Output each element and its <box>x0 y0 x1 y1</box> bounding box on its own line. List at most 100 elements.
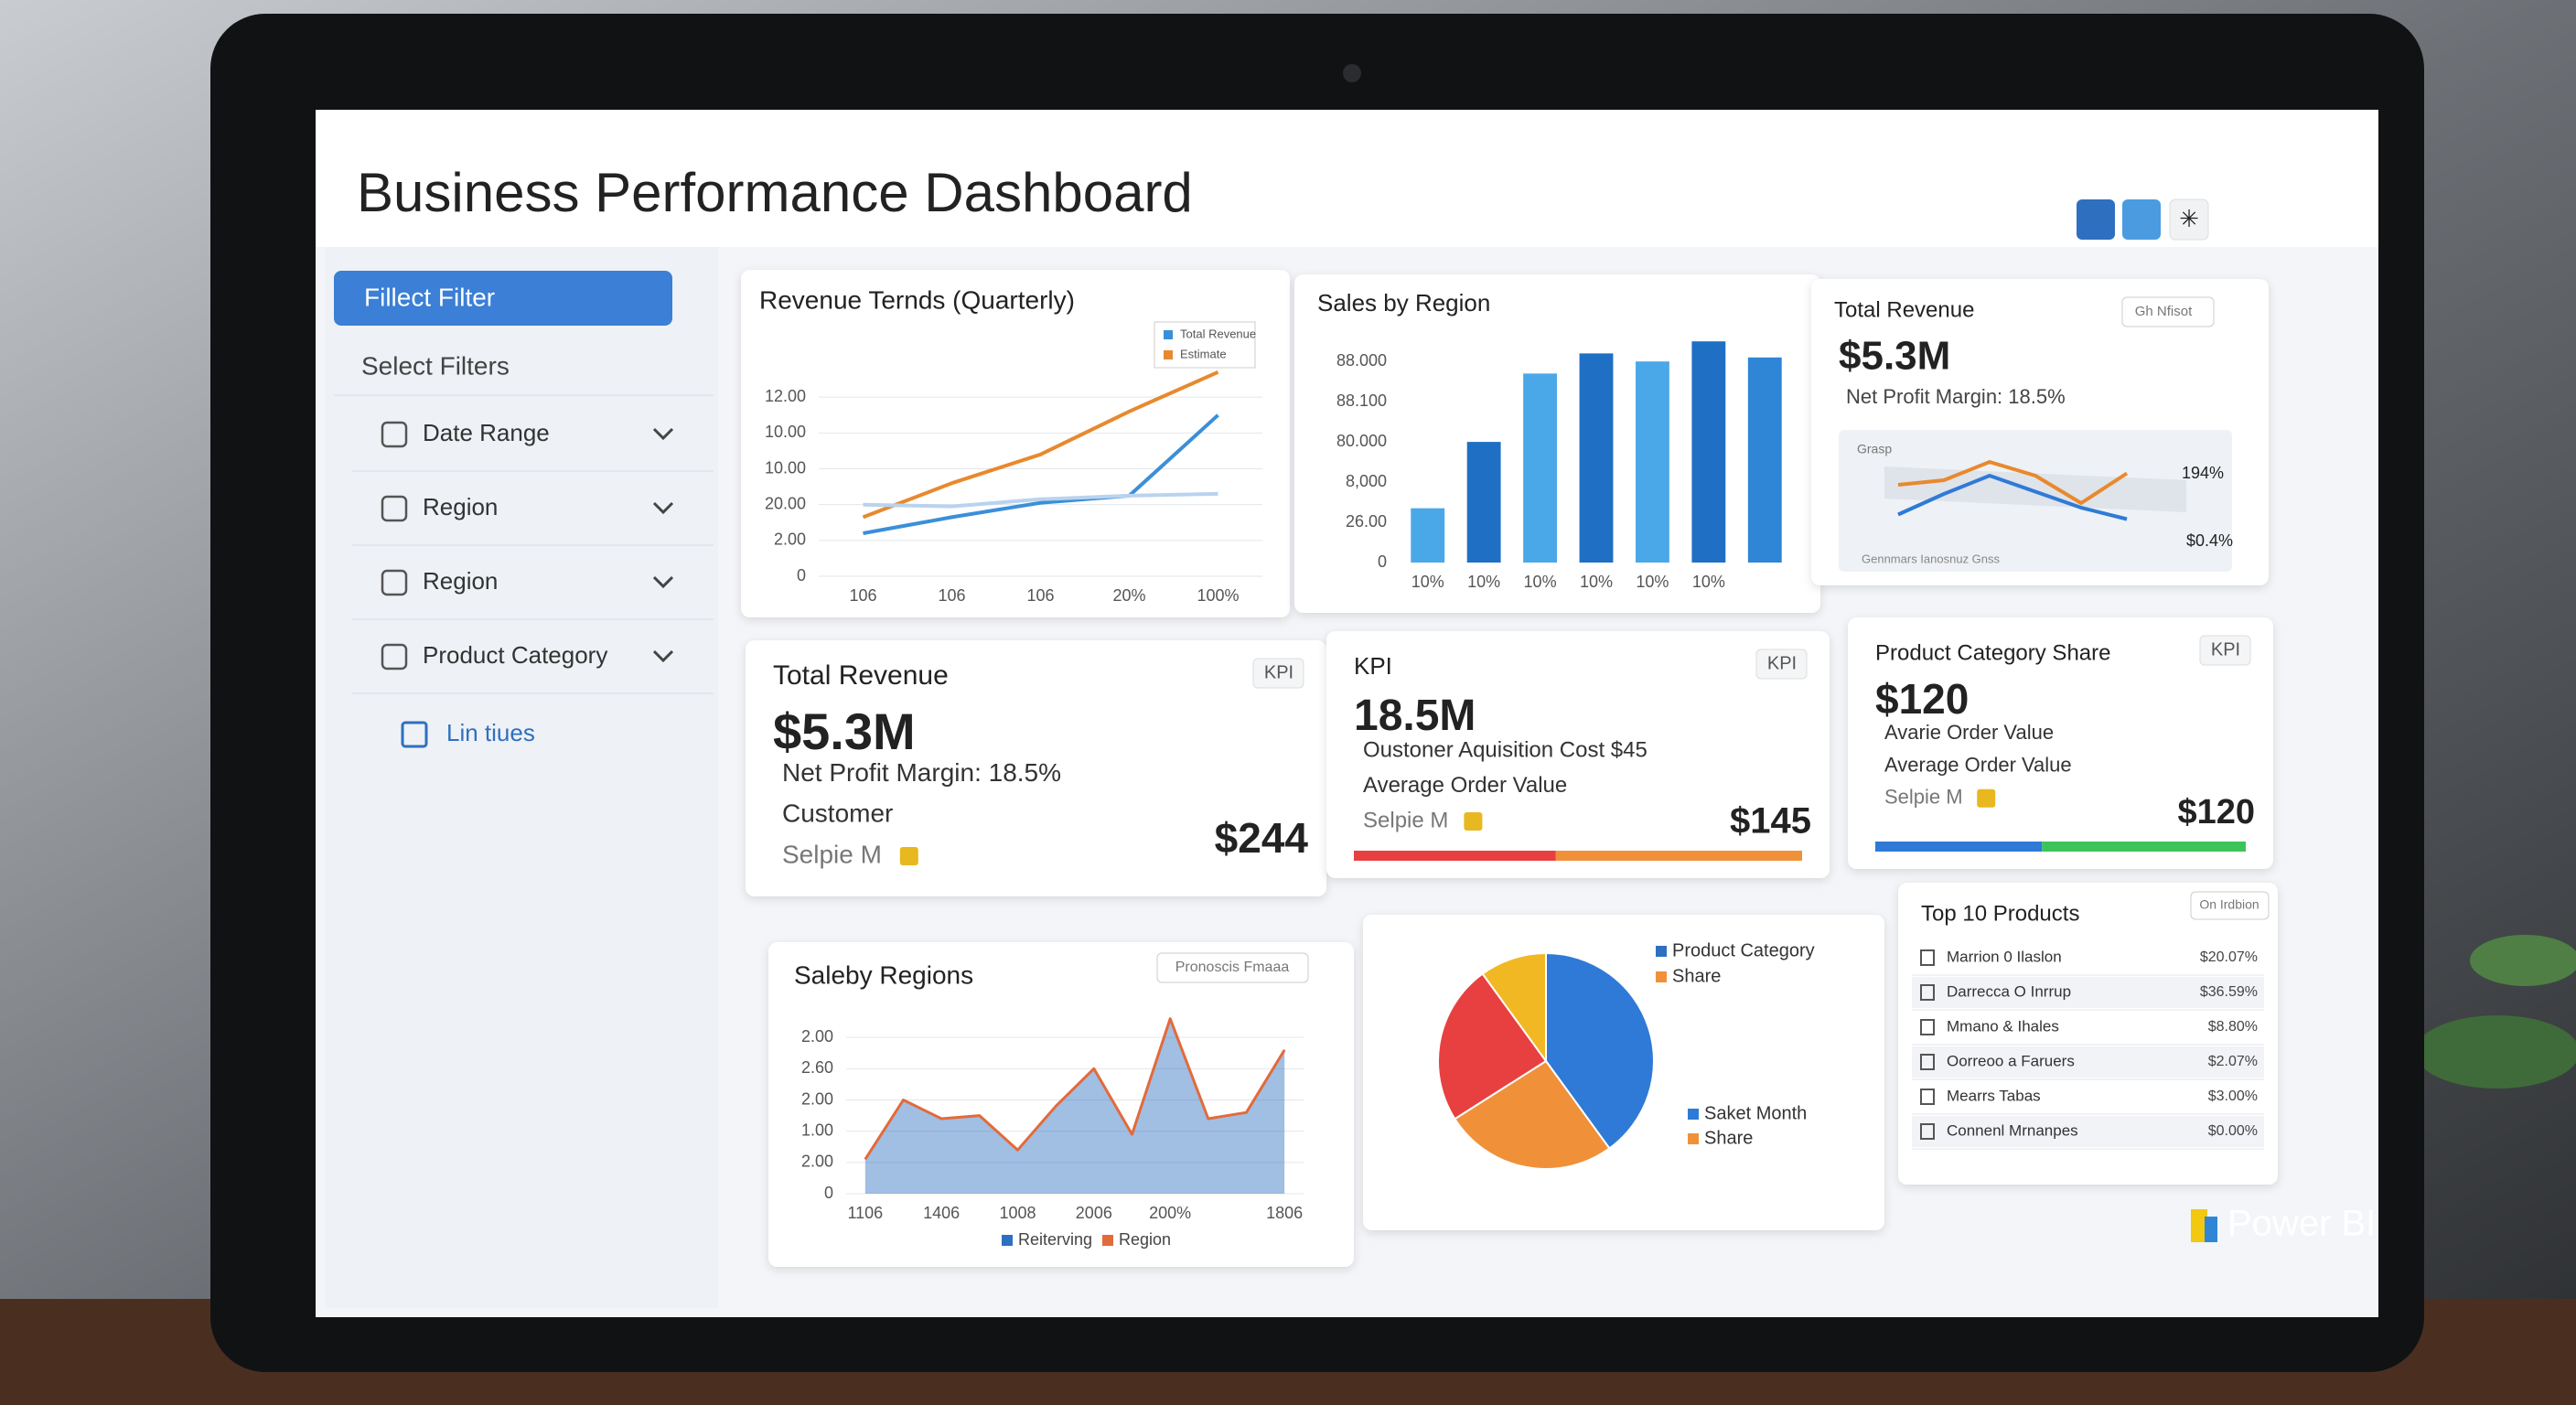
row-icon <box>1920 1054 1935 1070</box>
y-tick-label: 88.100 <box>1336 391 1387 410</box>
brand-label: Power BI <box>2227 1204 2376 1244</box>
panel <box>1898 883 2278 1185</box>
legend-swatch <box>1102 1235 1113 1246</box>
card-amount: $120 <box>2177 793 2255 831</box>
badge-label: KPI <box>2211 639 2240 660</box>
badge-label: KPI <box>1264 662 1293 682</box>
mini-chart-footer: Gennmars Ianosnuz Gnss <box>1862 552 2001 565</box>
pie-slice <box>1437 972 1548 1121</box>
brand-icon <box>2191 1209 2207 1242</box>
x-tick-label: 10% <box>1692 573 1725 591</box>
panel-button[interactable] <box>2121 296 2215 327</box>
progress-bar <box>1875 842 2043 852</box>
x-tick-label: 2006 <box>1076 1204 1112 1222</box>
product-name: Mmano & Ihales <box>1947 1017 2059 1035</box>
panel-button[interactable] <box>1156 952 1309 983</box>
header-button[interactable] <box>2077 199 2115 240</box>
legend-label: Saket Month <box>1704 1103 1807 1123</box>
panel-title: Saleby Regions <box>794 960 973 989</box>
x-tick-label: 10% <box>1580 573 1613 591</box>
badge <box>2199 635 2251 666</box>
dashboard-title: Business Performance Dashboard <box>357 162 1193 223</box>
legend-label: Estimate <box>1180 347 1227 360</box>
x-tick-label: 1008 <box>999 1204 1036 1222</box>
status-icon <box>1464 812 1483 831</box>
pie-slice <box>1481 951 1547 1065</box>
y-tick-label: 2.60 <box>801 1058 833 1077</box>
filter-label[interactable]: Date Range <box>423 419 550 446</box>
bar <box>1636 361 1669 563</box>
y-tick-label: 1.00 <box>801 1121 833 1139</box>
header-button[interactable] <box>2122 199 2161 240</box>
legend-label: Product Category <box>1672 940 1815 960</box>
product-name: Darrecca O Inrrup <box>1947 982 2071 1000</box>
plant-leaf <box>2470 935 2576 986</box>
pie-slice <box>1453 1059 1611 1170</box>
y-tick-label: 20.00 <box>765 494 806 512</box>
panel <box>1326 631 1830 878</box>
panel-button-label: Gh Nfisot <box>2135 304 2193 319</box>
legend-label: Share <box>1672 966 1721 986</box>
sidebar-link[interactable]: Lin tiues <box>446 719 535 746</box>
filter-label[interactable]: Region <box>423 493 498 520</box>
card-value: $5.3M <box>773 702 916 760</box>
x-tick-label: 10% <box>1467 573 1500 591</box>
chevron <box>652 649 674 663</box>
x-tick-label: 1406 <box>923 1204 960 1222</box>
y-tick-label: 88.000 <box>1336 351 1387 370</box>
filter-icon <box>381 495 408 522</box>
status-icon <box>899 847 918 865</box>
active-filter[interactable] <box>334 271 672 326</box>
panel <box>1848 617 2273 869</box>
x-tick-label: 10% <box>1636 573 1669 591</box>
camera <box>1343 64 1361 82</box>
product-value: $8.80% <box>2208 1019 2258 1035</box>
brand-icon <box>2205 1217 2217 1242</box>
kpi-subtitle: Net Profit Margin: 18.5% <box>1846 385 2066 408</box>
x-tick-label: 106 <box>938 586 965 605</box>
y-tick-label: 2.00 <box>774 531 806 549</box>
y-tick-label: 2.00 <box>801 1089 833 1108</box>
line <box>864 1017 1286 1161</box>
header-button[interactable] <box>2169 198 2209 241</box>
y-tick-label: 0 <box>1378 552 1387 571</box>
row-icon <box>1920 949 1935 966</box>
legend-label: Total Revenue <box>1180 327 1256 340</box>
y-tick-label: 0 <box>824 1184 833 1202</box>
row-band <box>1912 1046 2264 1078</box>
plant-leaf <box>2415 1015 2576 1089</box>
y-tick-label: 2.00 <box>801 1153 833 1171</box>
pie-slice <box>1545 951 1655 1150</box>
line <box>1897 460 2129 505</box>
card-title: Product Category Share <box>1875 640 2110 665</box>
panel-title: Total Revenue <box>1834 297 1974 322</box>
filter-icon <box>381 421 408 448</box>
legend-swatch <box>1656 971 1667 982</box>
x-tick-label: 20% <box>1112 586 1145 605</box>
panel-button-label: Pronoscis Fmaaa <box>1175 960 1290 975</box>
settings-icon: ✳ <box>2179 205 2199 232</box>
product-value: $36.59% <box>2200 984 2258 1000</box>
filter-label[interactable]: Product Category <box>423 641 607 669</box>
row-icon <box>1920 1089 1935 1105</box>
badge-label: KPI <box>1767 653 1797 673</box>
card-value: $120 <box>1875 675 1969 723</box>
sidebar-heading: Select Filters <box>361 351 510 380</box>
legend-swatch <box>1002 1235 1013 1246</box>
row-icon <box>1920 984 1935 1001</box>
legend-label: Reiterving <box>1018 1230 1092 1249</box>
panel <box>746 640 1326 896</box>
bar <box>1747 357 1782 563</box>
panel-button[interactable] <box>2190 891 2270 920</box>
legend-swatch <box>1688 1133 1699 1144</box>
bar <box>1579 353 1614 563</box>
x-tick-label: 10% <box>1524 573 1557 591</box>
filter-label[interactable]: Region <box>423 567 498 595</box>
card-line: Average Order Value <box>1363 773 1567 798</box>
progress-bar <box>1555 851 1802 861</box>
row-band <box>1912 977 2264 1008</box>
status-icon <box>1977 788 1996 808</box>
bar <box>1466 442 1501 563</box>
card-title: KPI <box>1354 652 1392 680</box>
active-filter-label: Fillect Filter <box>364 283 495 311</box>
